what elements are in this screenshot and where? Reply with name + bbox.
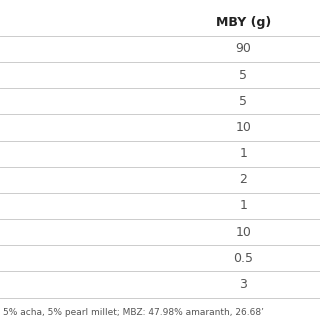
Text: 1: 1 [239, 147, 247, 160]
Text: 5: 5 [239, 95, 247, 108]
Text: 10: 10 [235, 226, 251, 239]
Text: 10: 10 [235, 121, 251, 134]
Text: 90: 90 [235, 42, 251, 55]
Text: 0.5: 0.5 [233, 252, 253, 265]
Text: 3: 3 [239, 278, 247, 291]
Text: 5: 5 [239, 68, 247, 82]
Text: 5% acha, 5% pearl millet; MBZ: 47.98% amaranth, 26.68’: 5% acha, 5% pearl millet; MBZ: 47.98% am… [3, 308, 264, 317]
Text: 1: 1 [239, 199, 247, 212]
Text: MBY (g): MBY (g) [216, 16, 271, 29]
Text: 2: 2 [239, 173, 247, 186]
